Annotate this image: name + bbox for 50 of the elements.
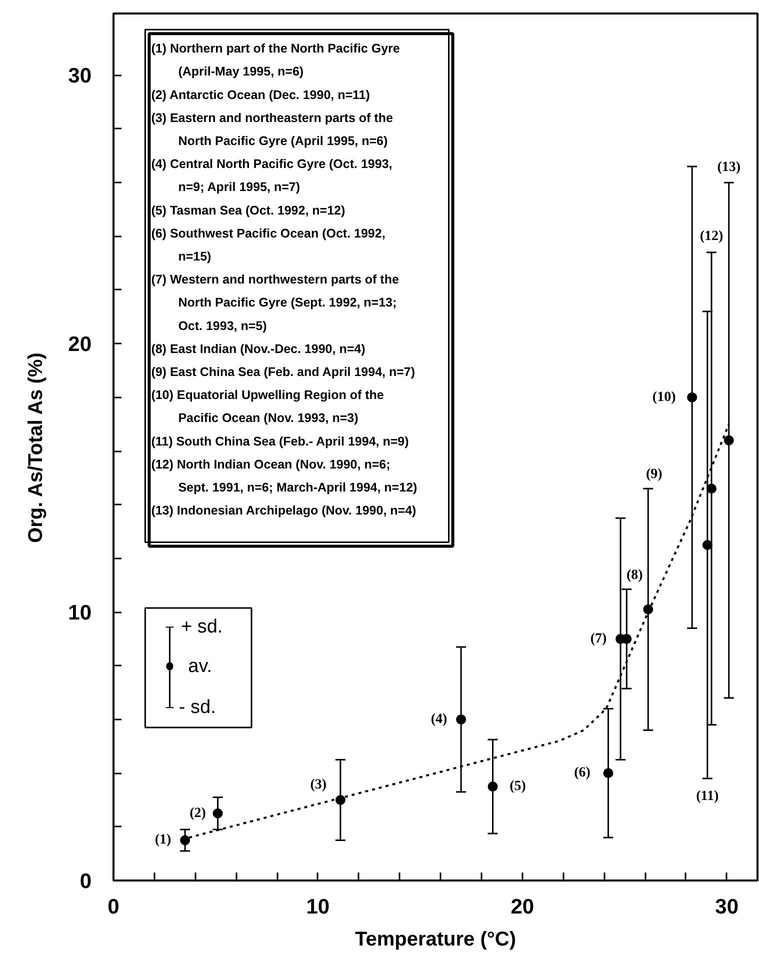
y-tick-label: 20 xyxy=(68,333,92,356)
point xyxy=(687,392,698,402)
annotation: av. xyxy=(188,656,212,677)
annotation: (2) xyxy=(190,806,206,821)
annotation: (6) xyxy=(574,766,591,781)
point xyxy=(180,835,190,846)
y-axis-title: Org. As/Total As (%) xyxy=(25,352,48,543)
annotation: (6) Southwest Pacific Ocean (Oct. 1992, n=15) xyxy=(151,226,386,264)
annotation: (11) xyxy=(696,789,720,804)
annotation: - sd. xyxy=(178,697,216,718)
annotation: (13) Indonesian Archipelago (Nov. 1990, n=4) xyxy=(151,504,416,518)
x-tick-label: 20 xyxy=(510,896,534,918)
point xyxy=(212,808,223,818)
annotation: (1) xyxy=(154,832,172,848)
annotation: (8) East Indian (Nov.-Dec. 1990, n=4) xyxy=(151,342,366,356)
point xyxy=(335,794,346,805)
annotation: (3) xyxy=(310,777,327,792)
point xyxy=(702,540,712,550)
annotation: (9) xyxy=(646,467,663,482)
y-tick-label: 10 xyxy=(68,602,92,625)
annotation: (13) xyxy=(717,160,741,176)
annotation: (12) North Indian Ocean (Nov. 1990, n=6; Sept. 1991, n=6; March-April 1994, n=12) xyxy=(151,457,418,495)
point xyxy=(643,604,654,614)
annotation: (10) xyxy=(652,390,676,405)
point xyxy=(488,782,498,792)
point xyxy=(456,714,466,724)
annotation: (7) Western and northwestern parts of the North Pacific Gyre (Sept. 1992, n=13; Oct. 1993, n=5) xyxy=(151,272,399,333)
x-axis-title: Temperature (°C) xyxy=(355,928,516,950)
point xyxy=(603,768,614,778)
annotation: (5) Tasman Sea (Oct. 1992, n=12) xyxy=(151,203,346,218)
annotation: (12) xyxy=(700,228,724,244)
annotation: (5) xyxy=(510,779,526,794)
annotation: (10) Equatorial Upwelling Region of the Pacific Ocean (Nov. 1993, n=3) xyxy=(151,388,384,426)
annotation: (2) Antarctic Ocean (Dec. 1990, n=11) xyxy=(151,88,370,102)
annotation: (9) East China Sea (Feb. and April 1994, n=7) xyxy=(151,365,416,380)
y-tick-label: 30 xyxy=(68,64,92,88)
x-tick-label: 30 xyxy=(715,896,739,918)
x-tick-label: 10 xyxy=(306,896,330,918)
annotation: (7) xyxy=(590,631,608,646)
annotation: + sd. xyxy=(180,616,223,638)
point xyxy=(706,484,716,494)
annotation: (11) South China Sea (Feb.- April 1994, n=9) xyxy=(151,434,409,448)
annotation: (4) xyxy=(430,712,448,727)
annotation: (3) Eastern and northeastern parts of the North Pacific Gyre (April 1995, n=6) xyxy=(151,110,393,148)
annotation: (1) Northern part of the North Pacific Gyre (April-May 1995, n=6) xyxy=(151,42,400,79)
annotation: (8) xyxy=(626,568,644,583)
annotation: (4) Central North Pacific Gyre (Oct. 1993, n=9; April 1995, n=7) xyxy=(151,157,392,194)
x-tick-label: 0 xyxy=(108,896,120,918)
point xyxy=(724,435,734,446)
y-tick-label: 0 xyxy=(80,870,92,893)
